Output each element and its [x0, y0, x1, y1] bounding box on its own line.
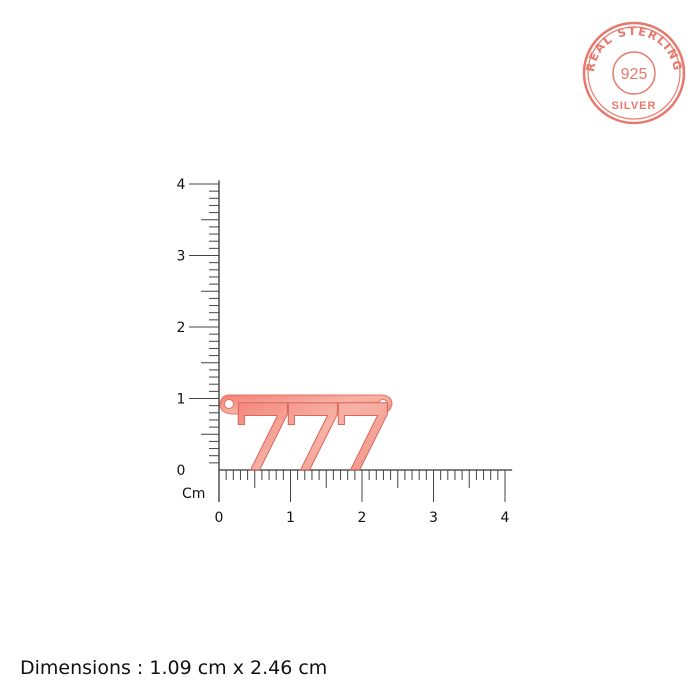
x-tick-label: 3	[429, 510, 438, 526]
ruler: 0 1 2 3 4 0 1 2 3 4 Cm	[177, 177, 513, 526]
x-tick-label: 0	[215, 510, 224, 526]
y-tick-label: 3	[177, 249, 186, 265]
y-tick-label: 1	[177, 392, 186, 408]
sterling-silver-stamp: REAL STERLING 925 SILVER	[582, 21, 686, 125]
dimensions-caption: Dimensions : 1.09 cm x 2.46 cm	[20, 657, 328, 679]
x-tick-label: 4	[501, 510, 510, 526]
stamp-center-text: 925	[621, 66, 648, 83]
pendant-digits: 777	[231, 384, 388, 492]
unit-label: Cm	[182, 486, 205, 502]
x-tick-label: 1	[286, 510, 295, 526]
y-tick-label: 4	[177, 177, 186, 193]
y-tick-label: 0	[177, 463, 186, 479]
x-tick-label: 2	[358, 510, 367, 526]
stamp-bottom-text: SILVER	[612, 100, 657, 112]
y-tick-label: 2	[177, 320, 186, 336]
pendant-777: 777	[219, 384, 403, 493]
